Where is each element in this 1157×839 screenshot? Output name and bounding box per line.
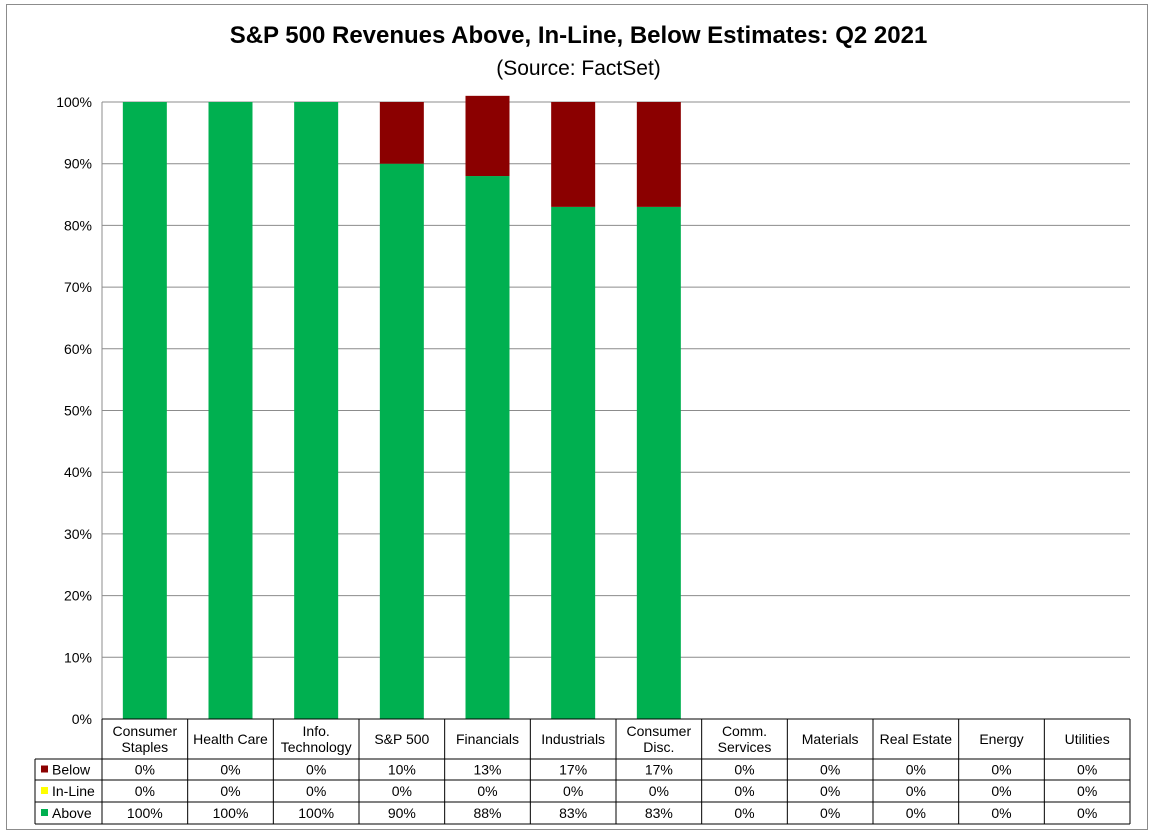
x-category-label: Real Estate — [880, 731, 953, 747]
x-category-label: Materials — [802, 731, 859, 747]
data-label: 0% — [563, 783, 583, 799]
x-category-label: Technology — [281, 739, 352, 755]
data-label: 0% — [1077, 805, 1097, 821]
data-label: 0% — [649, 783, 669, 799]
y-tick-label: 80% — [64, 217, 92, 233]
y-tick-label: 30% — [64, 526, 92, 542]
bar-below — [551, 102, 596, 207]
data-label: 0% — [135, 783, 155, 799]
x-category-label: Info. — [303, 723, 330, 739]
data-label: 10% — [388, 762, 416, 778]
bar-above — [636, 206, 681, 719]
y-tick-label: 90% — [64, 156, 92, 172]
data-label: 13% — [473, 762, 501, 778]
legend-label-in-line: In-Line — [52, 783, 95, 799]
bar-above — [208, 102, 253, 719]
data-label: 0% — [734, 805, 754, 821]
x-category-label: Staples — [121, 739, 168, 755]
y-tick-label: 70% — [64, 279, 92, 295]
data-label: 0% — [220, 783, 240, 799]
data-label: 0% — [306, 762, 326, 778]
data-label: 0% — [392, 783, 412, 799]
x-category-label: Financials — [456, 731, 519, 747]
y-tick-label: 40% — [64, 464, 92, 480]
y-tick-label: 100% — [56, 94, 92, 110]
y-tick-label: 0% — [72, 711, 92, 727]
data-label: 0% — [1077, 783, 1097, 799]
data-label: 0% — [820, 762, 840, 778]
chart-title: S&P 500 Revenues Above, In-Line, Below E… — [229, 22, 928, 49]
data-label: 0% — [991, 805, 1011, 821]
data-label: 0% — [1077, 762, 1097, 778]
data-label: 17% — [559, 762, 587, 778]
x-category-label: Consumer — [627, 723, 692, 739]
data-label: 0% — [306, 783, 326, 799]
legend-label-below: Below — [52, 762, 91, 778]
bar-above — [379, 163, 424, 719]
legend-label-above: Above — [52, 805, 92, 821]
bar-below — [379, 102, 424, 164]
x-category-label: Disc. — [643, 739, 674, 755]
data-label: 0% — [820, 805, 840, 821]
y-tick-label: 10% — [64, 649, 92, 665]
x-category-label: S&P 500 — [374, 731, 429, 747]
data-label: 0% — [734, 762, 754, 778]
x-category-label: Services — [718, 739, 772, 755]
data-label: 100% — [127, 805, 163, 821]
data-label: 88% — [473, 805, 501, 821]
data-label: 0% — [906, 783, 926, 799]
data-label: 100% — [298, 805, 334, 821]
x-category-label: Comm. — [722, 723, 767, 739]
x-category-label: Utilities — [1065, 731, 1110, 747]
bar-above — [465, 176, 510, 720]
data-label: 83% — [645, 805, 673, 821]
bar-below — [636, 102, 681, 207]
data-label: 0% — [135, 762, 155, 778]
legend-key-above — [41, 809, 48, 816]
y-tick-label: 60% — [64, 341, 92, 357]
x-category-label: Energy — [979, 731, 1023, 747]
data-label: 90% — [388, 805, 416, 821]
bar-above — [551, 206, 596, 719]
y-tick-label: 50% — [64, 403, 92, 419]
y-tick-label: 20% — [64, 588, 92, 604]
data-label: 0% — [220, 762, 240, 778]
x-category-label: Consumer — [113, 723, 178, 739]
data-label: 0% — [991, 783, 1011, 799]
data-label: 0% — [906, 762, 926, 778]
bar-above — [122, 102, 167, 719]
data-label: 83% — [559, 805, 587, 821]
data-label: 0% — [991, 762, 1011, 778]
x-category-label: Industrials — [541, 731, 605, 747]
bar-above — [294, 102, 339, 719]
bar-below — [465, 95, 510, 177]
x-category-label: Health Care — [193, 731, 268, 747]
data-label: 0% — [906, 805, 926, 821]
data-label: 100% — [213, 805, 249, 821]
legend-key-below — [41, 765, 48, 773]
legend-key-in-line — [41, 787, 48, 794]
data-label: 0% — [734, 783, 754, 799]
data-label: 0% — [477, 783, 497, 799]
chart-subtitle: (Source: FactSet) — [496, 57, 661, 80]
data-label: 0% — [820, 783, 840, 799]
data-label: 17% — [645, 762, 673, 778]
